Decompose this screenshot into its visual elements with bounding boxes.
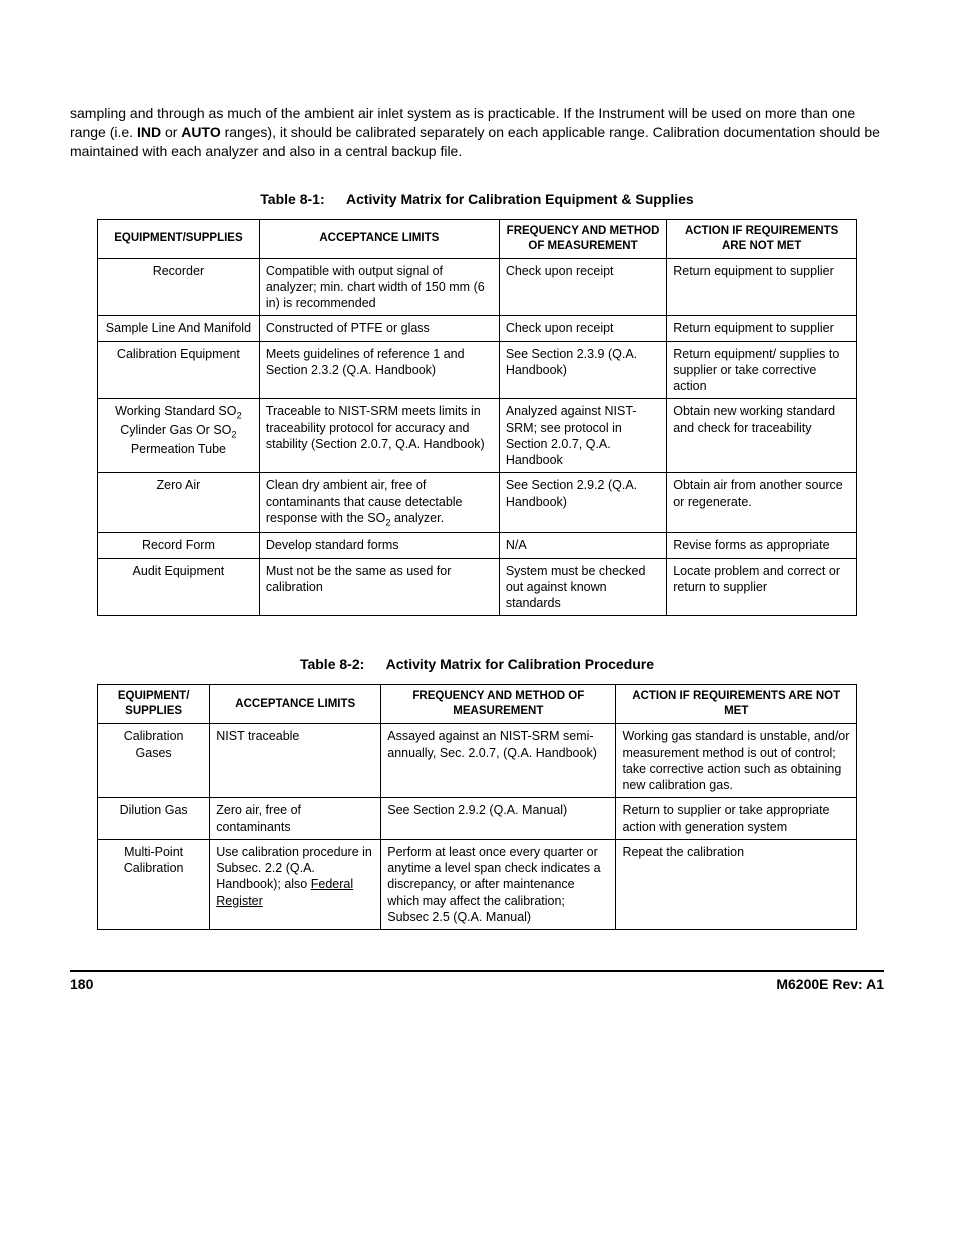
- t1-r4-c2-post: analyzer.: [391, 511, 445, 525]
- t2-r2-c2: Use calibration procedure in Subsec. 2.2…: [210, 839, 381, 929]
- t1-r4-c4: Obtain air from another source or regene…: [667, 473, 857, 533]
- intro-paragraph: sampling and through as much of the ambi…: [70, 104, 884, 161]
- revision-label: M6200E Rev: A1: [776, 976, 884, 992]
- table2-h4: ACTION IF REQUIREMENTS ARE NOT MET: [616, 685, 857, 724]
- t1-r1-c1: Sample Line And Manifold: [98, 316, 260, 341]
- table-row: Calibration Gases NIST traceable Assayed…: [98, 724, 857, 798]
- page-number: 180: [70, 976, 93, 992]
- t1-r3-c3: Analyzed against NIST-SRM; see protocol …: [499, 399, 666, 473]
- table1-caption: Table 8-1: Activity Matrix for Calibrati…: [70, 191, 884, 207]
- t2-r1-c4: Return to supplier or take appropriate a…: [616, 798, 857, 840]
- t1-r6-c3: System must be checked out against known…: [499, 558, 666, 616]
- t1-r3-c1-mid: Cylinder Gas Or SO: [120, 423, 231, 437]
- table2-h1: EQUIPMENT/ SUPPLIES: [98, 685, 210, 724]
- table1-caption-title: Activity Matrix for Calibration Equipmen…: [346, 191, 694, 207]
- table2-caption-num: Table 8-2:: [300, 656, 364, 672]
- table-row: Recorder Compatible with output signal o…: [98, 258, 857, 316]
- t1-r2-c3: See Section 2.3.9 (Q.A. Handbook): [499, 341, 666, 399]
- table1-caption-num: Table 8-1:: [260, 191, 324, 207]
- table1-h3: FREQUENCY AND METHOD OF MEASUREMENT: [499, 219, 666, 258]
- t1-r0-c4: Return equipment to supplier: [667, 258, 857, 316]
- t1-r4-c2: Clean dry ambient air, free of contamina…: [259, 473, 499, 533]
- t1-r5-c1: Record Form: [98, 533, 260, 558]
- t1-r6-c2: Must not be the same as used for calibra…: [259, 558, 499, 616]
- t1-r5-c3: N/A: [499, 533, 666, 558]
- intro-mid1: or: [165, 124, 181, 140]
- t1-r1-c2: Constructed of PTFE or glass: [259, 316, 499, 341]
- intro-b1: IND: [137, 124, 161, 140]
- t1-r0-c1: Recorder: [98, 258, 260, 316]
- t1-r0-c2: Compatible with output signal of analyze…: [259, 258, 499, 316]
- t1-r2-c1: Calibration Equipment: [98, 341, 260, 399]
- table-row: Multi-Point Calibration Use calibration …: [98, 839, 857, 929]
- table2-h3: FREQUENCY AND METHOD OF MEASUREMENT: [381, 685, 616, 724]
- t1-r1-c4: Return equipment to supplier: [667, 316, 857, 341]
- table1-h1: EQUIPMENT/SUPPLIES: [98, 219, 260, 258]
- table-row: Dilution Gas Zero air, free of contamina…: [98, 798, 857, 840]
- t1-r4-c1: Zero Air: [98, 473, 260, 533]
- t1-r2-c4: Return equipment/ supplies to supplier o…: [667, 341, 857, 399]
- footer: 180 M6200E Rev: A1: [70, 970, 884, 992]
- table1-h2: ACCEPTANCE LIMITS: [259, 219, 499, 258]
- t1-r3-c1: Working Standard SO2 Cylinder Gas Or SO2…: [98, 399, 260, 473]
- table2-caption: Table 8-2: Activity Matrix for Calibrati…: [70, 656, 884, 672]
- t2-r1-c3: See Section 2.9.2 (Q.A. Manual): [381, 798, 616, 840]
- table-row: Calibration Equipment Meets guidelines o…: [98, 341, 857, 399]
- t1-r4-c3: See Section 2.9.2 (Q.A. Handbook): [499, 473, 666, 533]
- table2: EQUIPMENT/ SUPPLIES ACCEPTANCE LIMITS FR…: [97, 684, 857, 930]
- t1-r3-c1-post: Permeation Tube: [131, 442, 226, 456]
- table2-h2: ACCEPTANCE LIMITS: [210, 685, 381, 724]
- table-row: Sample Line And Manifold Constructed of …: [98, 316, 857, 341]
- t2-r2-c1: Multi-Point Calibration: [98, 839, 210, 929]
- table-row: Zero Air Clean dry ambient air, free of …: [98, 473, 857, 533]
- t1-r6-c4: Locate problem and correct or return to …: [667, 558, 857, 616]
- table-row: Audit Equipment Must not be the same as …: [98, 558, 857, 616]
- t2-r0-c2: NIST traceable: [210, 724, 381, 798]
- t1-r3-c1-sub1: 2: [236, 411, 241, 421]
- t1-r3-c2: Traceable to NIST-SRM meets limits in tr…: [259, 399, 499, 473]
- table1-h4: ACTION IF REQUIREMENTS ARE NOT MET: [667, 219, 857, 258]
- t1-r6-c1: Audit Equipment: [98, 558, 260, 616]
- t1-r1-c3: Check upon receipt: [499, 316, 666, 341]
- t2-r2-c4: Repeat the calibration: [616, 839, 857, 929]
- t1-r0-c3: Check upon receipt: [499, 258, 666, 316]
- t2-r2-c3: Perform at least once every quarter or a…: [381, 839, 616, 929]
- t1-r5-c4: Revise forms as appropriate: [667, 533, 857, 558]
- t2-r1-c2: Zero air, free of contaminants: [210, 798, 381, 840]
- t2-r0-c1: Calibration Gases: [98, 724, 210, 798]
- t2-r1-c1: Dilution Gas: [98, 798, 210, 840]
- t1-r3-c4: Obtain new working standard and check fo…: [667, 399, 857, 473]
- table1: EQUIPMENT/SUPPLIES ACCEPTANCE LIMITS FRE…: [97, 219, 857, 617]
- table-row: Working Standard SO2 Cylinder Gas Or SO2…: [98, 399, 857, 473]
- t1-r3-c1-sub2: 2: [231, 429, 236, 439]
- t2-r0-c4: Working gas standard is unstable, and/or…: [616, 724, 857, 798]
- t2-r0-c3: Assayed against an NIST-SRM semi-annuall…: [381, 724, 616, 798]
- intro-b2: AUTO: [181, 124, 220, 140]
- t1-r5-c2: Develop standard forms: [259, 533, 499, 558]
- t1-r2-c2: Meets guidelines of reference 1 and Sect…: [259, 341, 499, 399]
- t1-r3-c1-pre: Working Standard SO: [115, 404, 236, 418]
- table2-caption-title: Activity Matrix for Calibration Procedur…: [386, 656, 654, 672]
- table-row: Record Form Develop standard forms N/A R…: [98, 533, 857, 558]
